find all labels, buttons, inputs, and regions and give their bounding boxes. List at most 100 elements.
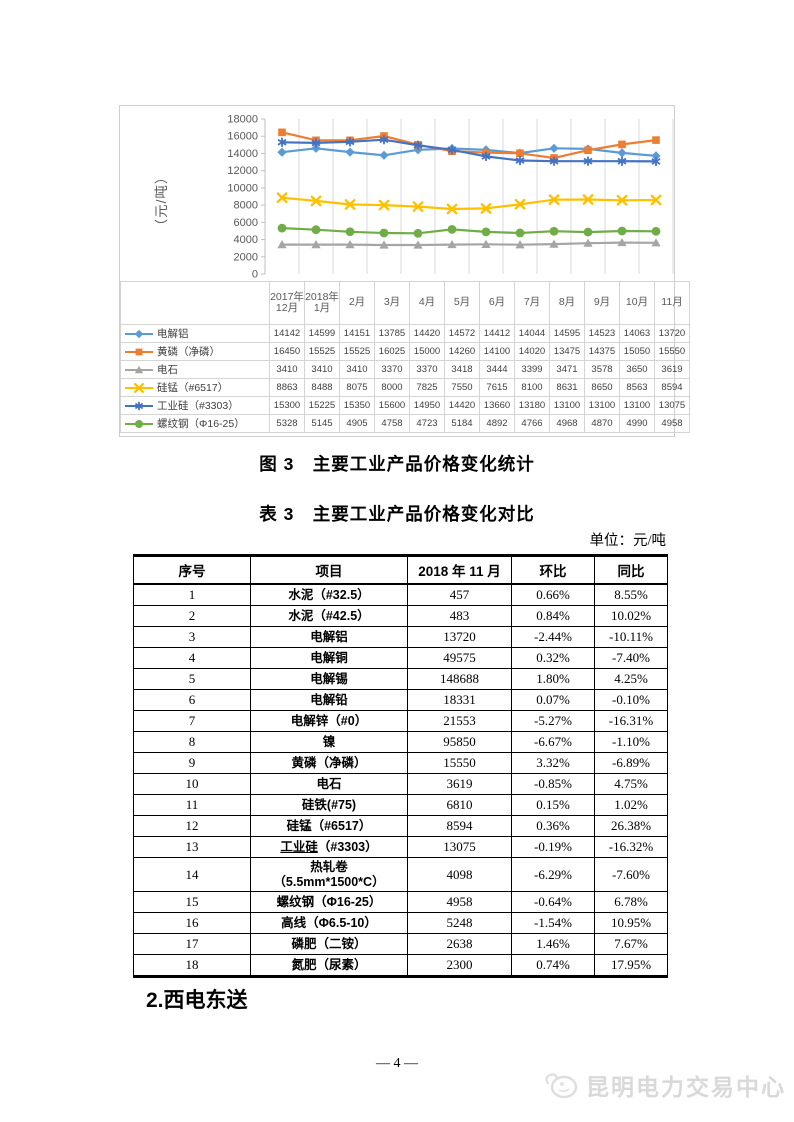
cell-value: 21553 [407,710,512,732]
figure-caption: 图 3 主要工业产品价格变化统计 [259,454,535,474]
chart-value-cell: 4723 [409,414,445,433]
legend-marker-icon [125,401,153,410]
cell-index: 5 [133,668,251,690]
x-axis-label: 7月 [514,281,550,325]
legend-key: 工业硅（#3303） [124,398,269,413]
chart-value-cell: 3471 [549,360,585,379]
x-axis-label: 11月 [654,281,690,325]
legend-key: 硅锰（#6517） [124,380,269,395]
chart-value-cell: 3370 [374,360,410,379]
cell-index: 4 [133,647,251,669]
cell-item: 电解锌（#0） [250,710,408,732]
cell-item: 电解铅 [250,689,408,711]
cell-index: 2 [133,605,251,627]
chart-value-cell: 3578 [584,360,620,379]
table-row: 4 电解铜 49575 0.32% -7.40% [133,647,668,669]
chart-value-cell: 3410 [304,360,340,379]
cell-index: 3 [133,626,251,648]
chart-value-cell: 3410 [339,360,375,379]
cell-index: 1 [133,583,251,606]
chart-value-cell: 8863 [269,378,305,397]
legend-key: 黄磷（净磷） [124,344,269,359]
cell-index: 14 [133,857,251,892]
svg-text:10000: 10000 [227,182,258,194]
cell-value: 26.38% [594,815,668,837]
chart-value-cell: 3418 [444,360,480,379]
legend-key: 电解铝 [124,326,269,341]
legend-key: 螺纹钢（Φ16-25） [124,416,269,431]
table-row: 16 高线（Φ6.5-10） 5248 -1.54% 10.95% [133,912,668,934]
cell-value: 0.32% [511,647,595,669]
chart-value-cell: 8075 [339,378,375,397]
chart-value-cell: 16025 [374,342,410,361]
svg-text:16000: 16000 [227,131,258,143]
chart-value-cell: 4958 [654,414,690,433]
chart-value-cell: 8631 [549,378,585,397]
legend-label: 电解铝 [157,328,189,340]
chart-value-cell: 7615 [479,378,515,397]
cell-value: -0.10% [594,689,668,711]
cell-value: 95850 [407,731,512,753]
chart-category-row: 2017年12月 2018年1月 2月 3月 4月 5月 6月 7月 8月 9月 10月 11月 [120,281,690,325]
cell-value: -16.31% [594,710,668,732]
cell-value: 17.95% [594,954,668,977]
column-header: 环比 [511,555,595,585]
chart-value-cell: 14100 [479,342,515,361]
cell-index: 10 [133,773,251,795]
cell-item: 电石 [250,773,408,795]
chart-value-cell: 7825 [409,378,445,397]
cell-value: -0.64% [511,891,595,913]
chart-value-cell: 14572 [444,324,480,343]
section-heading: 2.西电东送 [146,989,248,1012]
chart-value-cell: 14375 [584,342,620,361]
svg-text:（元/吨）: （元/吨） [154,170,169,233]
cell-value: 0.66% [511,583,595,606]
column-header: 同比 [594,555,668,585]
footer-brand: 昆明电力交易中心 [542,1068,786,1102]
table-row: 10 电石 3619 -0.85% 4.75% [133,773,668,795]
chart-value-cell: 14063 [619,324,655,343]
chart-value-cell: 15225 [304,396,340,415]
table-row: 3 电解铝 13720 -2.44% -10.11% [133,626,668,648]
chart-value-cell: 4892 [479,414,515,433]
cell-item: 热轧卷 （5.5mm*1500*C） [250,857,408,892]
chart-value-cell: 3410 [269,360,305,379]
cell-index: 11 [133,794,251,816]
cell-value: 5248 [407,912,512,934]
cell-value: 2638 [407,933,512,955]
table-row: 9 黄磷（净磷） 15550 3.32% -6.89% [133,752,668,774]
cell-value: 0.07% [511,689,595,711]
chart-value-cell: 4766 [514,414,550,433]
table-row: 15 螺纹钢（Φ16-25） 4958 -0.64% 6.78% [133,891,668,913]
cell-item: 工业硅（#3303） [250,836,408,858]
chart-value-cell: 14412 [479,324,515,343]
cell-index: 7 [133,710,251,732]
chart-value-cell: 14523 [584,324,620,343]
chart-value-cell: 14420 [444,396,480,415]
chart-value-cell: 4968 [549,414,585,433]
cell-index: 15 [133,891,251,913]
legend-label: 黄磷（净磷） [157,346,220,358]
chart-value-cell: 5184 [444,414,480,433]
x-axis-label: 10月 [619,281,655,325]
chart-value-cell: 13100 [584,396,620,415]
chart-value-cell: 3399 [514,360,550,379]
legend-label: 电石 [157,364,178,376]
svg-text:0: 0 [252,269,258,281]
chart-series-row: 硅锰（#6517） 8863 8488 8075 8000 7825 7550 7615 810… [120,378,690,397]
column-header: 2018 年 11 月 [407,555,512,585]
cell-item: 硅铁(#75) [250,794,408,816]
chart-value-cell: 13180 [514,396,550,415]
chart-value-cell: 14044 [514,324,550,343]
chart-value-cell: 15525 [304,342,340,361]
table-row: 2 水泥（#42.5） 483 0.84% 10.02% [133,605,668,627]
unit-label: 单位：元/吨 [589,533,666,549]
cell-item: 电解锡 [250,668,408,690]
svg-text:8000: 8000 [234,200,258,212]
x-axis-label: 9月 [584,281,620,325]
cell-item: 水泥（#42.5） [250,605,408,627]
cell-item: 电解铝 [250,626,408,648]
chart-value-cell: 14151 [339,324,375,343]
svg-text:4000: 4000 [234,234,258,246]
